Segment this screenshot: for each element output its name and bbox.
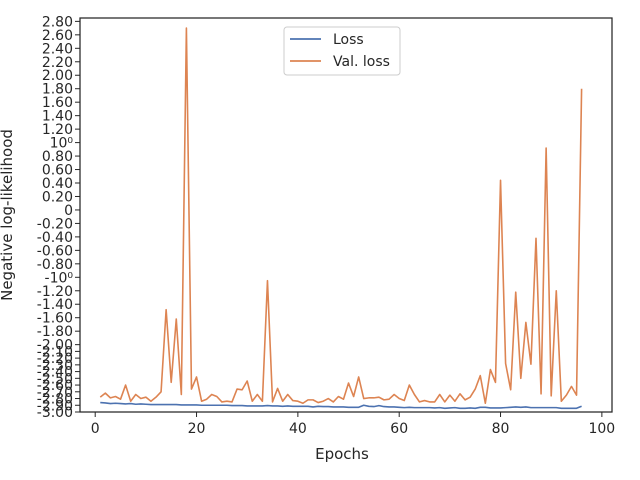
x-tick-label: 80	[492, 421, 510, 437]
val-loss-line	[99, 27, 583, 405]
y-tick-label: -1.60	[37, 311, 73, 327]
y-tick-label: -2.80	[37, 392, 73, 408]
y-tick-label: 0.60	[42, 163, 73, 179]
y-tick-label: -2.00	[37, 338, 73, 354]
y-tick-label: 0.20	[42, 189, 73, 205]
y-tick-label: -1.20	[37, 284, 73, 300]
y-tick-label: 10⁰	[50, 136, 74, 152]
y-tick-label: 2.00	[42, 68, 73, 84]
legend-label-loss: Loss	[333, 32, 364, 48]
x-tick-label: 60	[390, 421, 408, 437]
y-tick-label: -2.10	[37, 344, 73, 360]
y-tick-label: 1.40	[42, 109, 73, 125]
y-tick-label: -2.60	[37, 378, 73, 394]
y-tick-label: -3.00	[37, 405, 73, 421]
y-axis-title: Negative log-likelihood	[0, 129, 16, 301]
x-tick-label: 20	[188, 421, 206, 437]
y-tick-label: -2.70	[37, 385, 73, 401]
series-layer	[99, 27, 583, 410]
y-tick-label: -2.50	[37, 371, 73, 387]
y-tick-label: -2.40	[37, 365, 73, 381]
x-tick-label: 40	[289, 421, 307, 437]
y-tick-label: -2.20	[37, 351, 73, 367]
y-tick-label: 1.80	[42, 82, 73, 98]
y-tick-label: 2.40	[42, 41, 73, 57]
plot-area	[79, 17, 613, 413]
y-tick-label: 2.20	[42, 55, 73, 71]
y-tick-label: -1.80	[37, 324, 73, 340]
legend-label-val-loss: Val. loss	[333, 54, 390, 70]
y-tick-label: -0.80	[37, 257, 73, 273]
x-axis-title: Epochs	[315, 445, 369, 463]
y-tick-label: -0.40	[37, 230, 73, 246]
y-tick-label: -1.40	[37, 297, 73, 313]
x-axis: 0 20 40 60 80 100	[91, 412, 615, 437]
y-tick-label: -0.20	[37, 216, 73, 232]
y-tick-label: 2.80	[42, 14, 73, 30]
y-tick-label: -0.60	[37, 243, 73, 259]
y-tick-label: -2.90	[37, 398, 73, 414]
y-tick-label: 0.80	[42, 149, 73, 165]
y-tick-label: 1.20	[42, 122, 73, 138]
y-tick-label: 0	[64, 203, 73, 219]
y-tick-label: -2.30	[37, 358, 73, 374]
x-tick-label: 100	[588, 421, 615, 437]
y-tick-label: 0.40	[42, 176, 73, 192]
y-axis: -3.00-2.90-2.80-2.70-2.60-2.50-2.40-2.30…	[37, 14, 80, 421]
y-tick-label: 2.60	[42, 28, 73, 44]
plot-frame	[79, 17, 613, 413]
loss-line	[100, 401, 582, 410]
x-tick-label: 0	[91, 421, 100, 437]
legend: Loss Val. loss	[283, 26, 401, 76]
y-tick-label: -10⁰	[45, 270, 74, 286]
y-tick-label: 1.60	[42, 95, 73, 111]
